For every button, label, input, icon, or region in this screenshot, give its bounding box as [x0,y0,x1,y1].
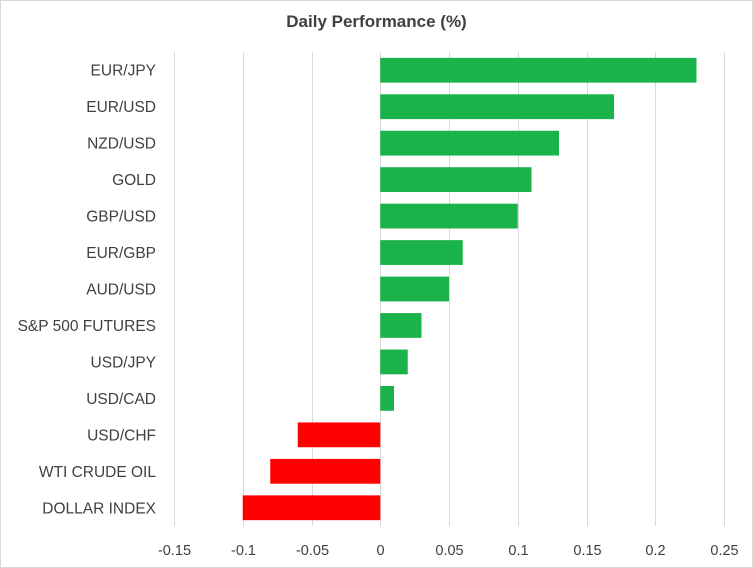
x-tick-label: -0.1 [231,543,256,559]
x-tick-label: 0.15 [573,543,601,559]
x-tick-label: -0.05 [296,543,329,559]
bar [380,94,614,120]
bar [380,313,422,338]
bar [380,385,394,411]
bar [270,458,381,484]
x-tick-labels: -0.15 -0.1 -0.05 0 0.05 0.1 0.15 0.2 0.25 [158,543,739,559]
x-tick-label: -0.15 [158,543,191,559]
bar [380,203,518,229]
bar [380,130,559,156]
bar [380,349,408,375]
bar [380,167,532,193]
category-label: GBP/USD [86,209,156,226]
bar [297,422,381,448]
category-label: NZD/USD [87,136,156,153]
category-label: USD/CHF [87,427,156,444]
category-label: EUR/JPY [91,63,156,80]
gridlines [174,52,725,526]
category-label: GOLD [112,172,156,189]
category-label: S&P 500 FUTURES [18,318,156,335]
bar [380,57,697,83]
chart-title: Daily Performance (%) [286,12,467,31]
bar [380,276,449,302]
x-tick-label: 0 [376,543,384,559]
bar [380,240,463,265]
x-tick-label: 0.25 [710,543,738,559]
x-tick-label: 0.1 [508,543,528,559]
bar [242,495,381,521]
category-label: WTI CRUDE OIL [39,464,156,481]
category-label: EUR/USD [86,99,156,116]
x-tick-label: 0.05 [435,543,463,559]
x-tick-label: 0.2 [645,543,665,559]
category-label: USD/CAD [86,391,156,408]
category-label: DOLLAR INDEX [42,500,156,517]
category-labels: EUR/JPY EUR/USD NZD/USD GOLD GBP/USD EUR/GBP A… [18,63,157,518]
bars [242,57,697,521]
category-label: AUD/USD [86,282,156,299]
category-label: EUR/GBP [86,245,156,262]
category-label: USD/JPY [91,354,156,371]
